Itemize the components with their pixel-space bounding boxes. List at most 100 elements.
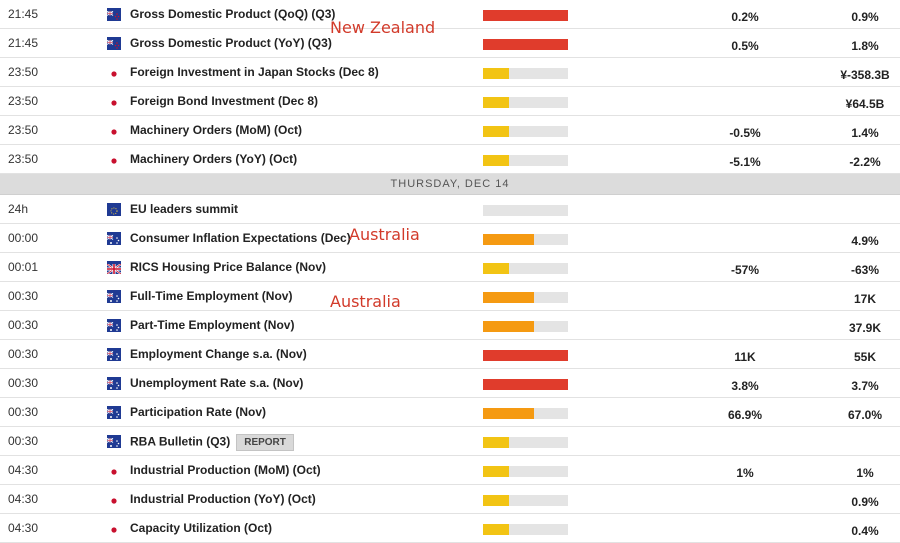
flag-uk-icon — [106, 261, 122, 275]
event-name[interactable]: Gross Domestic Product (YoY) (Q3) — [130, 36, 332, 50]
annotation-australia-1: Australia — [349, 225, 420, 244]
event-forecast: -63% — [850, 263, 879, 277]
impact-bar — [483, 379, 568, 390]
event-name[interactable]: EU leaders summit — [130, 202, 238, 216]
event-name-text: Full-Time Employment (Nov) — [130, 289, 293, 303]
event-name[interactable]: Participation Rate (Nov) — [130, 405, 266, 419]
impact-bar — [483, 466, 568, 477]
event-row[interactable]: 00:30 Participation Rate (Nov) 66.9% 67.0% — [0, 398, 900, 427]
event-row[interactable]: 04:30 Industrial Production (MoM) (Oct) 1%… — [0, 456, 900, 485]
event-time: 21:45 — [8, 7, 39, 21]
event-actual: -0.5% — [729, 126, 761, 140]
event-name[interactable]: RICS Housing Price Balance (Nov) — [130, 260, 326, 274]
event-name-text: RBA Bulletin (Q3) — [130, 434, 231, 449]
impact-bar-fill — [483, 126, 509, 137]
event-time: 23:50 — [8, 65, 39, 79]
event-forecast: ¥-358.3B — [840, 68, 890, 82]
impact-bar-fill — [483, 263, 509, 274]
flag-jp-icon — [107, 493, 121, 506]
impact-bar — [483, 495, 568, 506]
event-time: 00:30 — [8, 434, 39, 448]
event-name[interactable]: Gross Domestic Product (QoQ) (Q3) — [130, 7, 335, 21]
event-forecast: 0.9% — [851, 10, 879, 24]
event-name[interactable]: Foreign Bond Investment (Dec 8) — [130, 94, 318, 108]
impact-bar — [483, 10, 568, 21]
event-name[interactable]: Capacity Utilization (Oct) — [130, 521, 272, 535]
event-forecast: 1.8% — [851, 39, 879, 53]
impact-bar-fill — [483, 437, 509, 448]
flag-jp-icon — [107, 464, 121, 477]
event-actual: -5.1% — [729, 155, 761, 169]
event-time: 00:30 — [8, 405, 39, 419]
event-time: 23:50 — [8, 152, 39, 166]
report-tag[interactable]: REPORT — [236, 434, 294, 451]
event-forecast: 67.0% — [847, 408, 883, 422]
event-name-text: Machinery Orders (MoM) (Oct) — [130, 123, 303, 137]
impact-bar-fill — [483, 39, 568, 50]
event-name[interactable]: Industrial Production (YoY) (Oct) — [130, 492, 316, 506]
event-time: 04:30 — [8, 521, 39, 535]
event-actual: 1% — [736, 466, 754, 480]
event-row[interactable]: 00:30 Part-Time Employment (Nov) 37.9K — [0, 311, 900, 340]
event-time: 00:30 — [8, 347, 39, 361]
event-name[interactable]: Employment Change s.a. (Nov) — [130, 347, 307, 361]
rows-after-group: 24h EU leaders summit 00:00 Consumer Inflat… — [0, 195, 900, 543]
event-row[interactable]: 00:30 Employment Change s.a. (Nov) 11K 55K — [0, 340, 900, 369]
impact-bar — [483, 234, 568, 245]
event-row[interactable]: 00:30 Unemployment Rate s.a. (Nov) 3.8% 3.7… — [0, 369, 900, 398]
event-forecast: 0.4% — [851, 524, 879, 538]
event-row[interactable]: 24h EU leaders summit — [0, 195, 900, 224]
impact-bar — [483, 408, 568, 419]
event-name[interactable]: RBA Bulletin (Q3) REPORT — [130, 434, 294, 451]
event-time: 00:30 — [8, 289, 39, 303]
event-forecast: 1.4% — [851, 126, 879, 140]
event-name[interactable]: Industrial Production (MoM) (Oct) — [130, 463, 321, 477]
flag-au-icon — [106, 435, 121, 448]
event-row[interactable]: 04:30 Capacity Utilization (Oct) 0.4% — [0, 514, 900, 543]
impact-bar-fill — [483, 292, 534, 303]
event-name[interactable]: Machinery Orders (MoM) (Oct) — [130, 123, 302, 137]
event-actual: 0.5% — [731, 39, 759, 53]
event-name[interactable]: Foreign Investment in Japan Stocks (Dec … — [130, 65, 379, 79]
rows-before-group: 21:45 Gross Domestic Product (QoQ) (Q3) 0.… — [0, 0, 900, 174]
impact-bar-fill — [483, 68, 509, 79]
event-row[interactable]: 23:50 Foreign Bond Investment (Dec 8) ¥64.… — [0, 87, 900, 116]
event-row[interactable]: 23:50 Foreign Investment in Japan Stocks … — [0, 58, 900, 87]
event-time: 00:01 — [8, 260, 39, 274]
event-forecast: 55K — [853, 350, 876, 364]
flag-jp-icon — [107, 95, 121, 108]
event-row[interactable]: 21:45 Gross Domestic Product (YoY) (Q3) 0.… — [0, 29, 900, 58]
event-row[interactable]: 21:45 Gross Domestic Product (QoQ) (Q3) 0.… — [0, 0, 900, 29]
event-name[interactable]: Consumer Inflation Expectations (Dec) — [130, 231, 351, 245]
event-name-text: EU leaders summit — [130, 202, 239, 216]
event-row[interactable]: 23:50 Machinery Orders (YoY) (Oct) -5.1% -2… — [0, 145, 900, 174]
flag-jp-icon — [107, 124, 121, 137]
event-time: 21:45 — [8, 36, 39, 50]
flag-eu-icon — [107, 203, 121, 216]
impact-bar-fill — [483, 234, 534, 245]
event-name-text: Participation Rate (Nov) — [130, 405, 267, 419]
event-row[interactable]: 00:01 RICS Housing Price Balance (Nov) -57… — [0, 253, 900, 282]
event-row[interactable]: 00:00 Consumer Inflation Expectations (De… — [0, 224, 900, 253]
flag-au-icon — [106, 377, 121, 390]
impact-bar — [483, 205, 568, 216]
impact-bar — [483, 155, 568, 166]
event-name[interactable]: Part-Time Employment (Nov) — [130, 318, 294, 332]
flag-au-icon — [106, 406, 121, 419]
day-header: THURSDAY, DEC 14 — [0, 174, 900, 195]
event-name[interactable]: Machinery Orders (YoY) (Oct) — [130, 152, 297, 166]
event-row[interactable]: 23:50 Machinery Orders (MoM) (Oct) -0.5% 1.… — [0, 116, 900, 145]
flag-au-icon — [106, 319, 121, 332]
event-row[interactable]: 04:30 Industrial Production (YoY) (Oct) 0.… — [0, 485, 900, 514]
event-row[interactable]: 00:30 Full-Time Employment (Nov) 17K — [0, 282, 900, 311]
event-name[interactable]: Unemployment Rate s.a. (Nov) — [130, 376, 303, 390]
event-actual: 3.8% — [731, 379, 759, 393]
impact-bar — [483, 39, 568, 50]
event-time: 00:30 — [8, 376, 39, 390]
impact-bar-fill — [483, 408, 534, 419]
event-row[interactable]: 00:30 RBA Bulletin (Q3) REPORT — [0, 427, 900, 456]
event-forecast: ¥64.5B — [845, 97, 885, 111]
event-name[interactable]: Full-Time Employment (Nov) — [130, 289, 292, 303]
impact-bar-fill — [483, 495, 509, 506]
